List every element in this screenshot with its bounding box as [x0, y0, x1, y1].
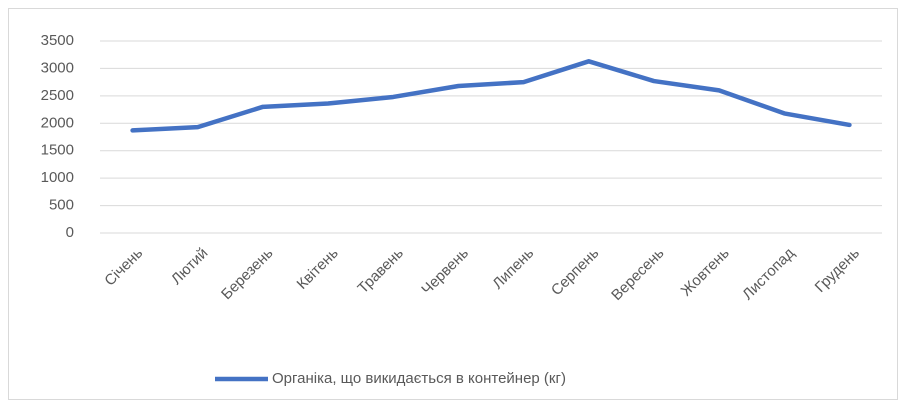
y-tick-label: 3500: [41, 32, 74, 49]
data-line: [130, 59, 852, 133]
y-tick-label: 500: [49, 197, 74, 214]
y-tick-label: 3000: [41, 59, 74, 76]
y-tick-label: 2500: [41, 87, 74, 104]
y-tick-label: 2000: [41, 114, 74, 131]
y-tick-label: 0: [66, 224, 74, 241]
y-tick-label: 1000: [41, 169, 74, 186]
chart-border: [8, 8, 898, 400]
y-tick-label: 1500: [41, 142, 74, 159]
legend-label: Органіка, що викидається в контейнер (кг…: [272, 370, 566, 387]
